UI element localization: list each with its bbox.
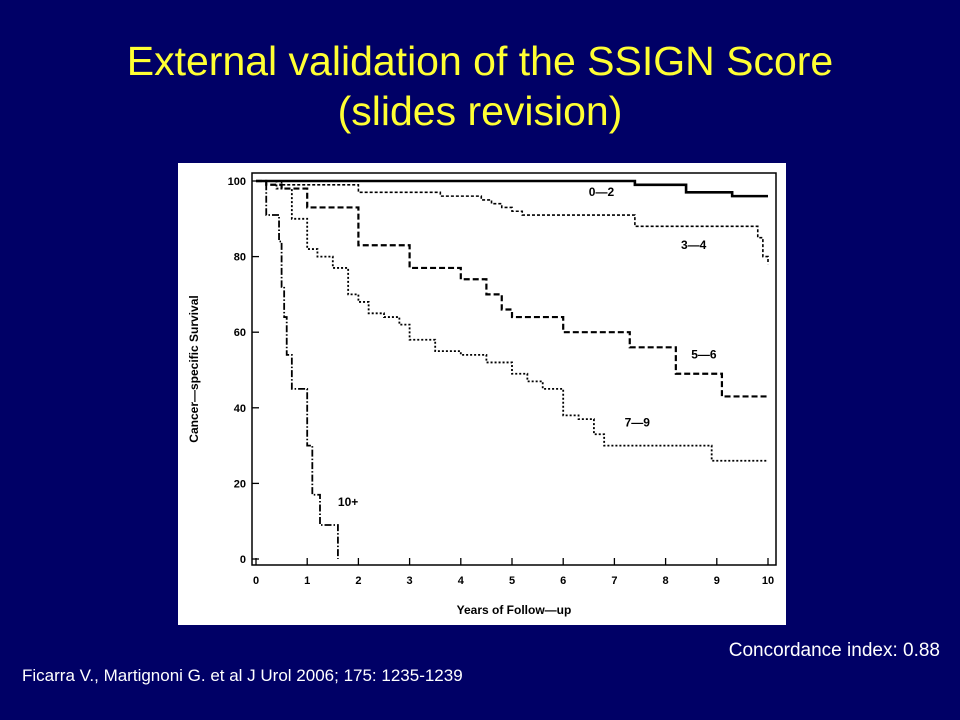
x-axis-label: Years of Follow—up <box>457 603 572 617</box>
citation: Ficarra V., Martignoni G. et al J Urol 2… <box>22 666 463 685</box>
y-tick-label: 60 <box>234 327 246 339</box>
survival-curve-3-4 <box>256 180 769 265</box>
series-label: 7—9 <box>625 416 651 430</box>
survival-curve-5-6 <box>256 179 768 398</box>
y-tick-label: 40 <box>234 403 246 415</box>
x-tick-label: 1 <box>304 575 310 587</box>
x-tick-label: 7 <box>611 575 617 587</box>
slide-title: External validation of the SSIGN Score (… <box>0 36 960 136</box>
y-axis-ticks: 0 20 40 60 80 100 <box>228 176 259 566</box>
slide-title-line2: (slides revision) <box>337 88 623 134</box>
series-label: 3—4 <box>681 238 707 252</box>
survival-chart: 0 20 40 60 80 100 0 1 2 3 4 5 6 7 8 9 10 0—2 3—4 5—6 7—9 10… <box>178 163 786 625</box>
x-tick-label: 4 <box>458 575 465 587</box>
concordance-index: Concordance index: 0.88 <box>728 640 940 661</box>
x-axis-ticks: 0 1 2 3 4 5 6 7 8 9 10 <box>253 558 774 587</box>
x-tick-label: 6 <box>560 575 566 587</box>
survival-curve-0-2 <box>256 179 768 198</box>
series-label: 5—6 <box>691 348 717 362</box>
x-tick-label: 0 <box>253 575 259 587</box>
series-label: 0—2 <box>589 185 615 199</box>
y-tick-label: 0 <box>240 554 246 566</box>
slide-title-line1: External validation of the SSIGN Score <box>126 38 834 84</box>
survival-curve-10+ <box>256 180 339 559</box>
survival-curve-7-9 <box>256 180 768 462</box>
series-labels: 0—2 3—4 5—6 7—9 10+ <box>338 185 717 509</box>
series-label: 10+ <box>338 495 358 509</box>
y-tick-label: 80 <box>234 252 246 264</box>
x-tick-label: 3 <box>407 575 413 587</box>
x-tick-label: 5 <box>509 575 515 587</box>
x-tick-label: 2 <box>355 575 361 587</box>
y-axis-label: Cancer—specific Survival <box>187 295 201 442</box>
series-layer <box>256 179 769 559</box>
x-tick-label: 10 <box>762 575 774 587</box>
x-tick-label: 8 <box>663 575 669 587</box>
y-tick-label: 100 <box>228 176 246 188</box>
x-tick-label: 9 <box>714 575 720 587</box>
survival-chart-svg: 0 20 40 60 80 100 0 1 2 3 4 5 6 7 8 9 10 0—2 3—4 5—6 7—9 10… <box>187 172 777 617</box>
plot-frame <box>251 172 777 566</box>
y-tick-label: 20 <box>234 478 246 490</box>
